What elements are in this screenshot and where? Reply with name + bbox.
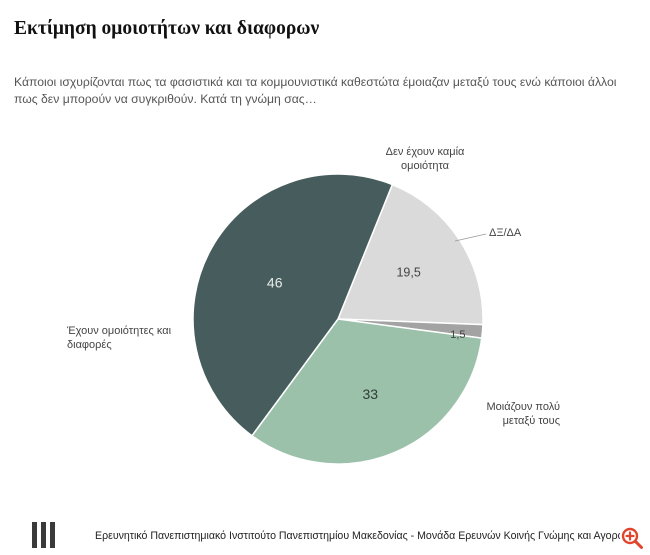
category-label-δξ-δα: ΔΞ/ΔΑ	[489, 227, 522, 239]
value-label-μοιάζουν-πολύ-μεταξύ-τους: 33	[363, 386, 379, 402]
chart-title: Εκτίμηση ομοιοτήτων και διαφορων	[14, 18, 320, 39]
university-logo-icon	[32, 522, 55, 548]
pie-slice-μοιάζουν-πολύ-μεταξύ-τους	[250, 318, 483, 465]
value-label-δξ-δα: 1,5	[450, 329, 465, 341]
leader-line-δξ-δα	[454, 233, 487, 242]
value-label-έχουν-ομοιότητες-και-διαφορές: 46	[267, 274, 283, 290]
category-labels: Δεν έχουν καμία ομοιότητα ΔΞ/ΔΑ Μοιάζουν πο…	[66, 146, 560, 427]
value-label-δεν-έχουν-καμία-ομοιότητα: 19,5	[396, 266, 420, 280]
leader-lines	[454, 233, 487, 242]
footer-source: Ερευνητικό Πανεπιστημιακό Ινστιτούτο Παν…	[95, 530, 620, 542]
value-labels: 19,5 1,5 33 46	[267, 266, 466, 402]
pie-slice-έχουν-ομοιότητες-και-διαφορές	[192, 173, 394, 437]
survey-question: Κάποιοι ισχυρίζονται πως τα φασιστικά κα…	[14, 75, 617, 106]
pie-slices	[192, 173, 484, 465]
zoom-in-icon[interactable]	[620, 526, 644, 550]
category-label-έχουν-ομοιότητες-και-διαφορές: Έχουν ομοιότητες και διαφορές	[66, 325, 172, 351]
category-label-μοιάζουν-πολύ-μεταξύ-τους: Μοιάζουν πολύ μεταξύ τους	[487, 401, 560, 427]
category-label-δεν-έχουν-καμία-ομοιότητα: Δεν έχουν καμία ομοιότητα	[386, 146, 465, 172]
